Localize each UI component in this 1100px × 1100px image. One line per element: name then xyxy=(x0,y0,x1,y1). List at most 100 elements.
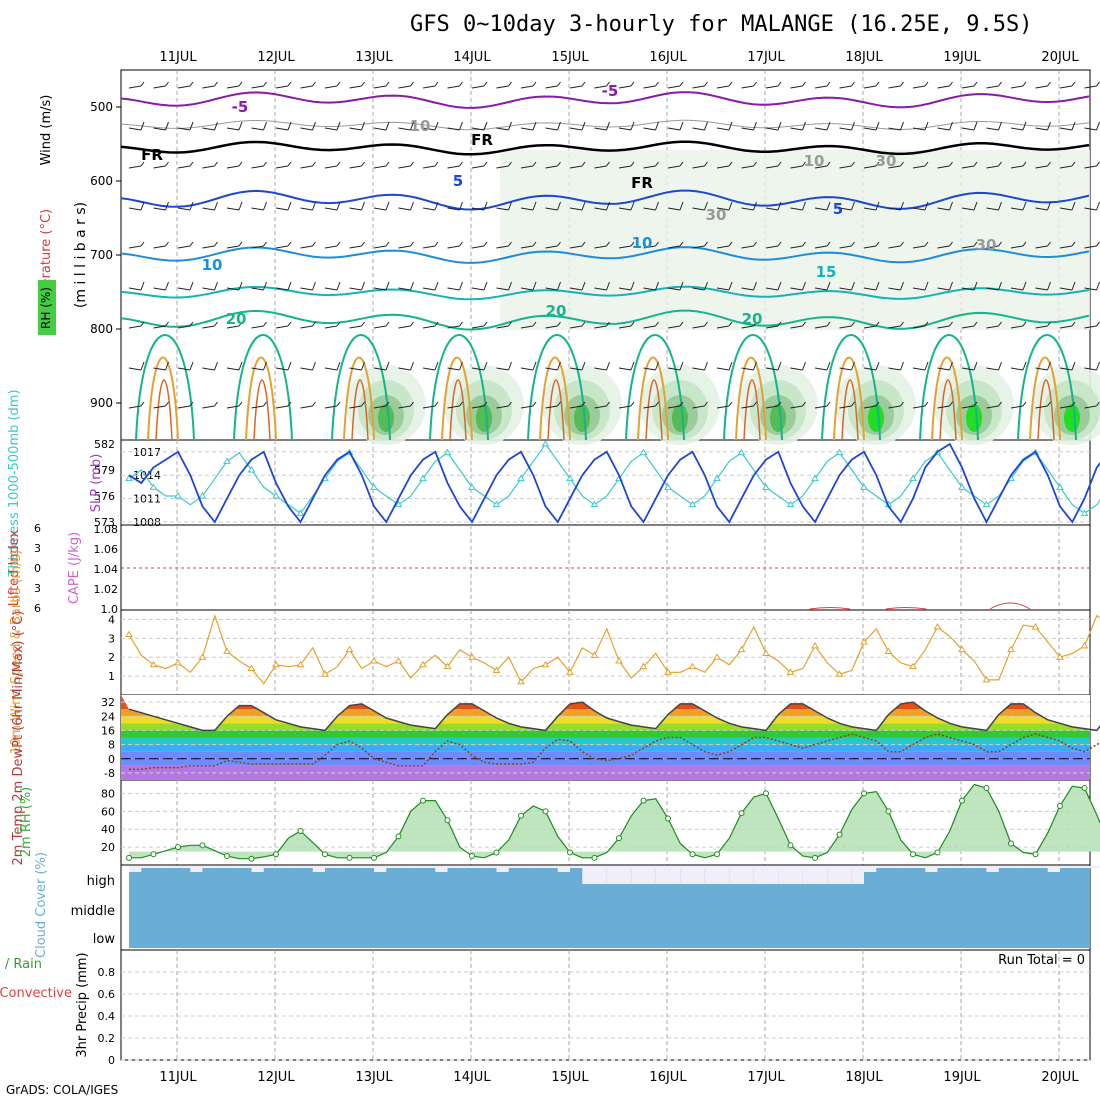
wind-barb xyxy=(471,287,485,291)
wind-barb xyxy=(826,121,831,131)
wind-barb xyxy=(385,321,390,327)
wind-barb xyxy=(422,127,436,131)
contour-30 xyxy=(449,379,467,441)
wind-barb xyxy=(1047,241,1051,247)
wind-barb xyxy=(728,121,733,131)
thickness-line-marker xyxy=(517,474,525,482)
wind-barb xyxy=(802,81,806,87)
wind-barb xyxy=(459,201,463,211)
wind-barb xyxy=(275,287,289,291)
wind-barb xyxy=(961,245,975,249)
wind-barb xyxy=(545,207,558,211)
wind-barb xyxy=(447,127,460,131)
wind-barb xyxy=(839,325,852,329)
wind-barb xyxy=(875,281,880,291)
wind-barb xyxy=(594,127,607,131)
rh-shading xyxy=(868,404,884,432)
wind-barb xyxy=(741,165,754,169)
wind-barb xyxy=(753,321,757,327)
wind-barb xyxy=(630,281,635,291)
wind-barb xyxy=(214,81,218,87)
wind-barb xyxy=(398,287,411,291)
wind-barb xyxy=(483,201,488,211)
wind-tick: 4 xyxy=(108,613,115,626)
rh-legend-swatch xyxy=(38,280,56,335)
wind-barb xyxy=(875,121,880,131)
wind-barb xyxy=(961,207,975,211)
wind-barb xyxy=(471,85,485,89)
wind-barb xyxy=(655,241,659,247)
wind-barb xyxy=(1059,127,1073,131)
wind-barb xyxy=(226,325,240,329)
contour-20 xyxy=(1017,334,1077,441)
wind10-line-marker xyxy=(566,668,574,675)
wind-barb xyxy=(949,401,953,407)
date-label-bottom: 14JUL xyxy=(453,1070,491,1085)
high-cloud-gap xyxy=(1096,866,1100,868)
high-cloud-gap xyxy=(239,866,252,868)
wind-barb xyxy=(238,81,243,87)
wind-barb xyxy=(949,241,953,247)
wind-barb xyxy=(667,367,681,371)
contour-label: 10 xyxy=(410,117,431,135)
wind-barb xyxy=(287,401,292,407)
wind-barb xyxy=(814,127,828,131)
contour-25 xyxy=(343,356,375,441)
contour-label: 5 xyxy=(453,172,463,190)
rh2m-line-marker xyxy=(591,854,598,861)
wind-barb xyxy=(165,321,169,327)
wind-barb xyxy=(238,201,243,211)
thickness-line-marker xyxy=(811,474,819,482)
pressure-tick-label: 900 xyxy=(90,396,113,410)
wind-barb xyxy=(875,161,880,167)
wind-barb xyxy=(863,405,877,409)
wind-barb xyxy=(912,325,926,329)
wind-barb xyxy=(165,281,169,291)
wind-barb xyxy=(1047,81,1051,87)
wind-barb xyxy=(349,85,362,89)
wind-barb xyxy=(251,85,264,89)
wind-barb xyxy=(140,201,145,211)
wind-barb xyxy=(373,85,387,89)
wind-barb xyxy=(1084,165,1097,169)
wind-barb xyxy=(459,321,463,327)
wind-barb xyxy=(998,81,1002,87)
wind-barb xyxy=(569,325,583,329)
wind-barb xyxy=(1059,405,1073,409)
wind-barb xyxy=(667,127,681,131)
contour-label: 30 xyxy=(706,206,727,224)
wind-barb xyxy=(606,161,610,167)
rh2m-line-marker xyxy=(371,854,377,861)
thickness-line-marker xyxy=(149,483,158,490)
wind-barb xyxy=(312,401,316,407)
wind-barb xyxy=(790,207,803,211)
wind-barb xyxy=(214,281,218,291)
wind-barb xyxy=(226,207,240,211)
rh2m-line-marker xyxy=(616,835,622,842)
high-cloud-gap xyxy=(631,866,644,884)
wind-barb xyxy=(238,321,243,327)
wind-barb xyxy=(226,165,240,169)
wind-barb xyxy=(741,287,754,291)
wind-barb xyxy=(275,127,289,131)
wind-barb xyxy=(520,367,534,371)
wind-barb xyxy=(986,405,999,409)
wind-barb xyxy=(1022,361,1027,371)
wind-barb xyxy=(630,201,635,211)
wind-barb xyxy=(459,161,463,167)
temp-band xyxy=(121,737,1090,745)
wind-barb xyxy=(520,245,534,249)
wind-barb xyxy=(1096,241,1100,247)
wind-barb xyxy=(447,207,460,211)
rh2m-line-marker xyxy=(640,797,647,804)
wind-barb xyxy=(765,127,779,131)
wind-barb xyxy=(1010,405,1024,409)
high-cloud-gap xyxy=(753,866,766,884)
wind-barb xyxy=(581,361,586,371)
rh2m-line-marker xyxy=(346,854,353,861)
wind-barb xyxy=(520,405,534,409)
precip-tick: 0 xyxy=(108,1054,115,1067)
wind-barb xyxy=(1084,245,1097,249)
wind-barb xyxy=(863,207,877,211)
wind-barb xyxy=(753,81,757,87)
